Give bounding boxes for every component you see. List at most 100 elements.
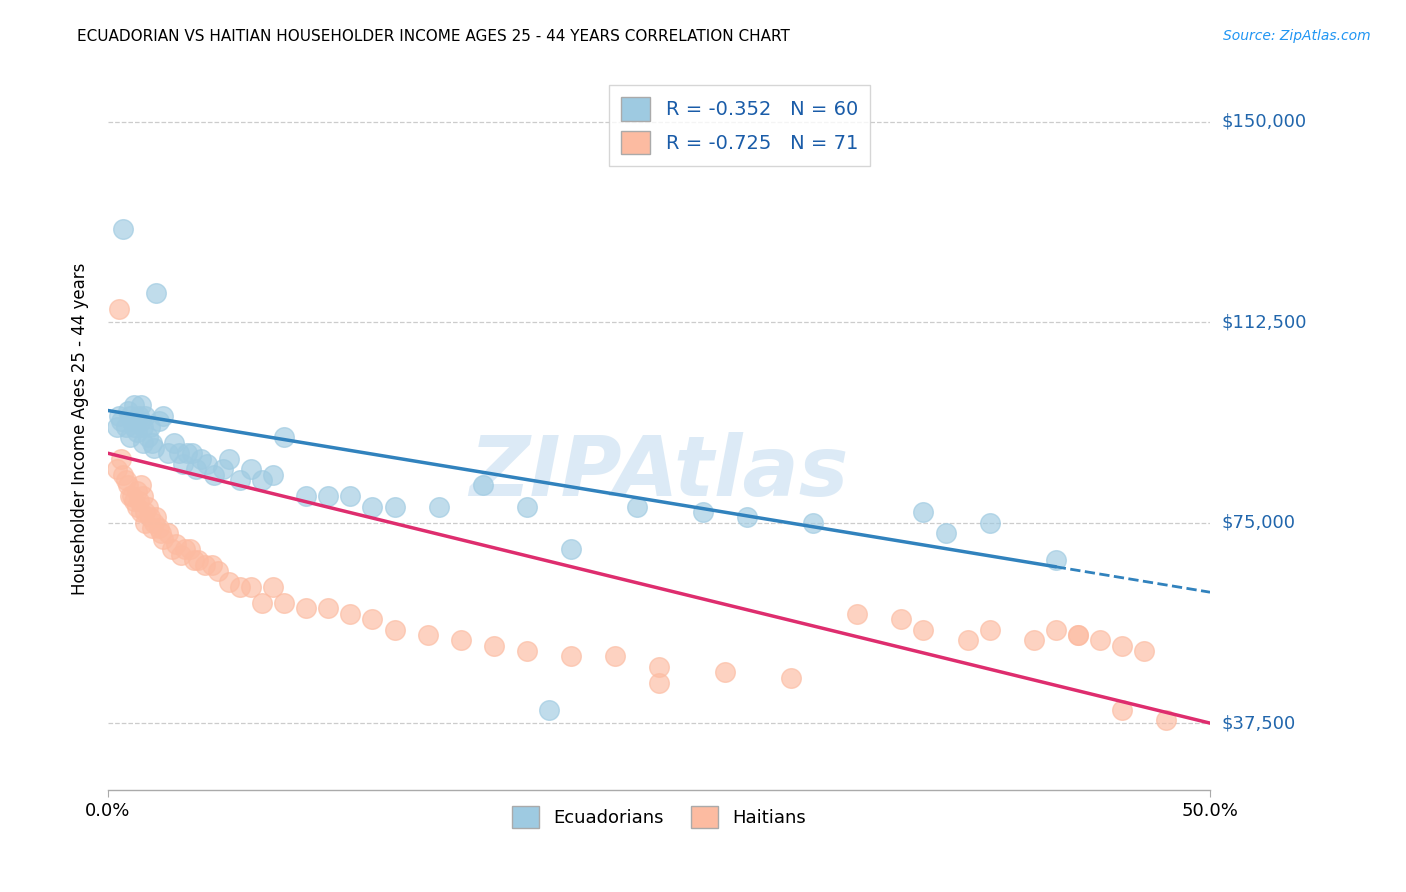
Point	[121, 489, 143, 503]
Point	[167, 446, 190, 460]
Legend: Ecuadorians, Haitians: Ecuadorians, Haitians	[505, 798, 814, 835]
Point	[124, 419, 146, 434]
Point	[252, 596, 274, 610]
Point	[156, 526, 179, 541]
Point	[183, 553, 205, 567]
Point	[207, 564, 229, 578]
Point	[229, 580, 252, 594]
Point	[1111, 703, 1133, 717]
Point	[136, 430, 159, 444]
Point	[471, 478, 494, 492]
Point	[132, 435, 155, 450]
Point	[108, 409, 131, 423]
Point	[560, 649, 582, 664]
Point	[172, 457, 194, 471]
Point	[174, 542, 197, 557]
Point	[1111, 639, 1133, 653]
Point	[846, 607, 869, 621]
Point	[979, 516, 1001, 530]
Point	[626, 500, 648, 514]
Point	[1022, 633, 1045, 648]
Point	[132, 489, 155, 503]
Point	[935, 526, 957, 541]
Point	[295, 489, 318, 503]
Point	[318, 489, 340, 503]
Text: $112,500: $112,500	[1222, 313, 1306, 331]
Point	[240, 462, 263, 476]
Point	[180, 446, 202, 460]
Point	[114, 473, 136, 487]
Point	[202, 467, 225, 482]
Point	[194, 558, 217, 573]
Point	[252, 473, 274, 487]
Point	[128, 494, 150, 508]
Point	[152, 409, 174, 423]
Point	[262, 580, 284, 594]
Point	[318, 601, 340, 615]
Point	[890, 612, 912, 626]
Point	[211, 462, 233, 476]
Point	[124, 494, 146, 508]
Point	[361, 612, 384, 626]
Point	[112, 467, 135, 482]
Point	[132, 419, 155, 434]
Point	[139, 419, 162, 434]
Point	[186, 462, 208, 476]
Point	[118, 489, 141, 503]
Point	[1154, 714, 1177, 728]
Point	[1133, 644, 1156, 658]
Point	[273, 430, 295, 444]
Point	[148, 414, 170, 428]
Point	[134, 409, 156, 423]
Point	[187, 553, 209, 567]
Point	[141, 521, 163, 535]
Point	[714, 665, 737, 680]
Point	[537, 703, 560, 717]
Point	[148, 521, 170, 535]
Point	[149, 526, 172, 541]
Point	[1067, 628, 1090, 642]
Point	[339, 607, 361, 621]
Point	[156, 446, 179, 460]
Point	[240, 580, 263, 594]
Point	[134, 505, 156, 519]
Point	[143, 441, 166, 455]
Point	[603, 649, 626, 664]
Point	[136, 500, 159, 514]
Point	[128, 409, 150, 423]
Point	[218, 574, 240, 589]
Point	[912, 505, 935, 519]
Point	[912, 623, 935, 637]
Point	[105, 462, 128, 476]
Point	[114, 419, 136, 434]
Y-axis label: Householder Income Ages 25 - 44 years: Householder Income Ages 25 - 44 years	[72, 263, 89, 595]
Point	[1045, 623, 1067, 637]
Point	[145, 510, 167, 524]
Text: ZIPAtlas: ZIPAtlas	[470, 432, 849, 513]
Point	[450, 633, 472, 648]
Point	[218, 451, 240, 466]
Point	[179, 542, 201, 557]
Point	[195, 457, 218, 471]
Point	[780, 671, 803, 685]
Point	[112, 222, 135, 236]
Point	[117, 403, 139, 417]
Point	[118, 409, 141, 423]
Point	[648, 660, 671, 674]
Point	[141, 435, 163, 450]
Point	[117, 478, 139, 492]
Point	[110, 414, 132, 428]
Point	[134, 516, 156, 530]
Point	[384, 623, 406, 637]
Point	[262, 467, 284, 482]
Text: $150,000: $150,000	[1222, 113, 1306, 131]
Point	[482, 639, 505, 653]
Point	[110, 451, 132, 466]
Point	[139, 510, 162, 524]
Point	[692, 505, 714, 519]
Point	[516, 500, 538, 514]
Point	[229, 473, 252, 487]
Point	[1067, 628, 1090, 642]
Point	[143, 516, 166, 530]
Point	[170, 548, 193, 562]
